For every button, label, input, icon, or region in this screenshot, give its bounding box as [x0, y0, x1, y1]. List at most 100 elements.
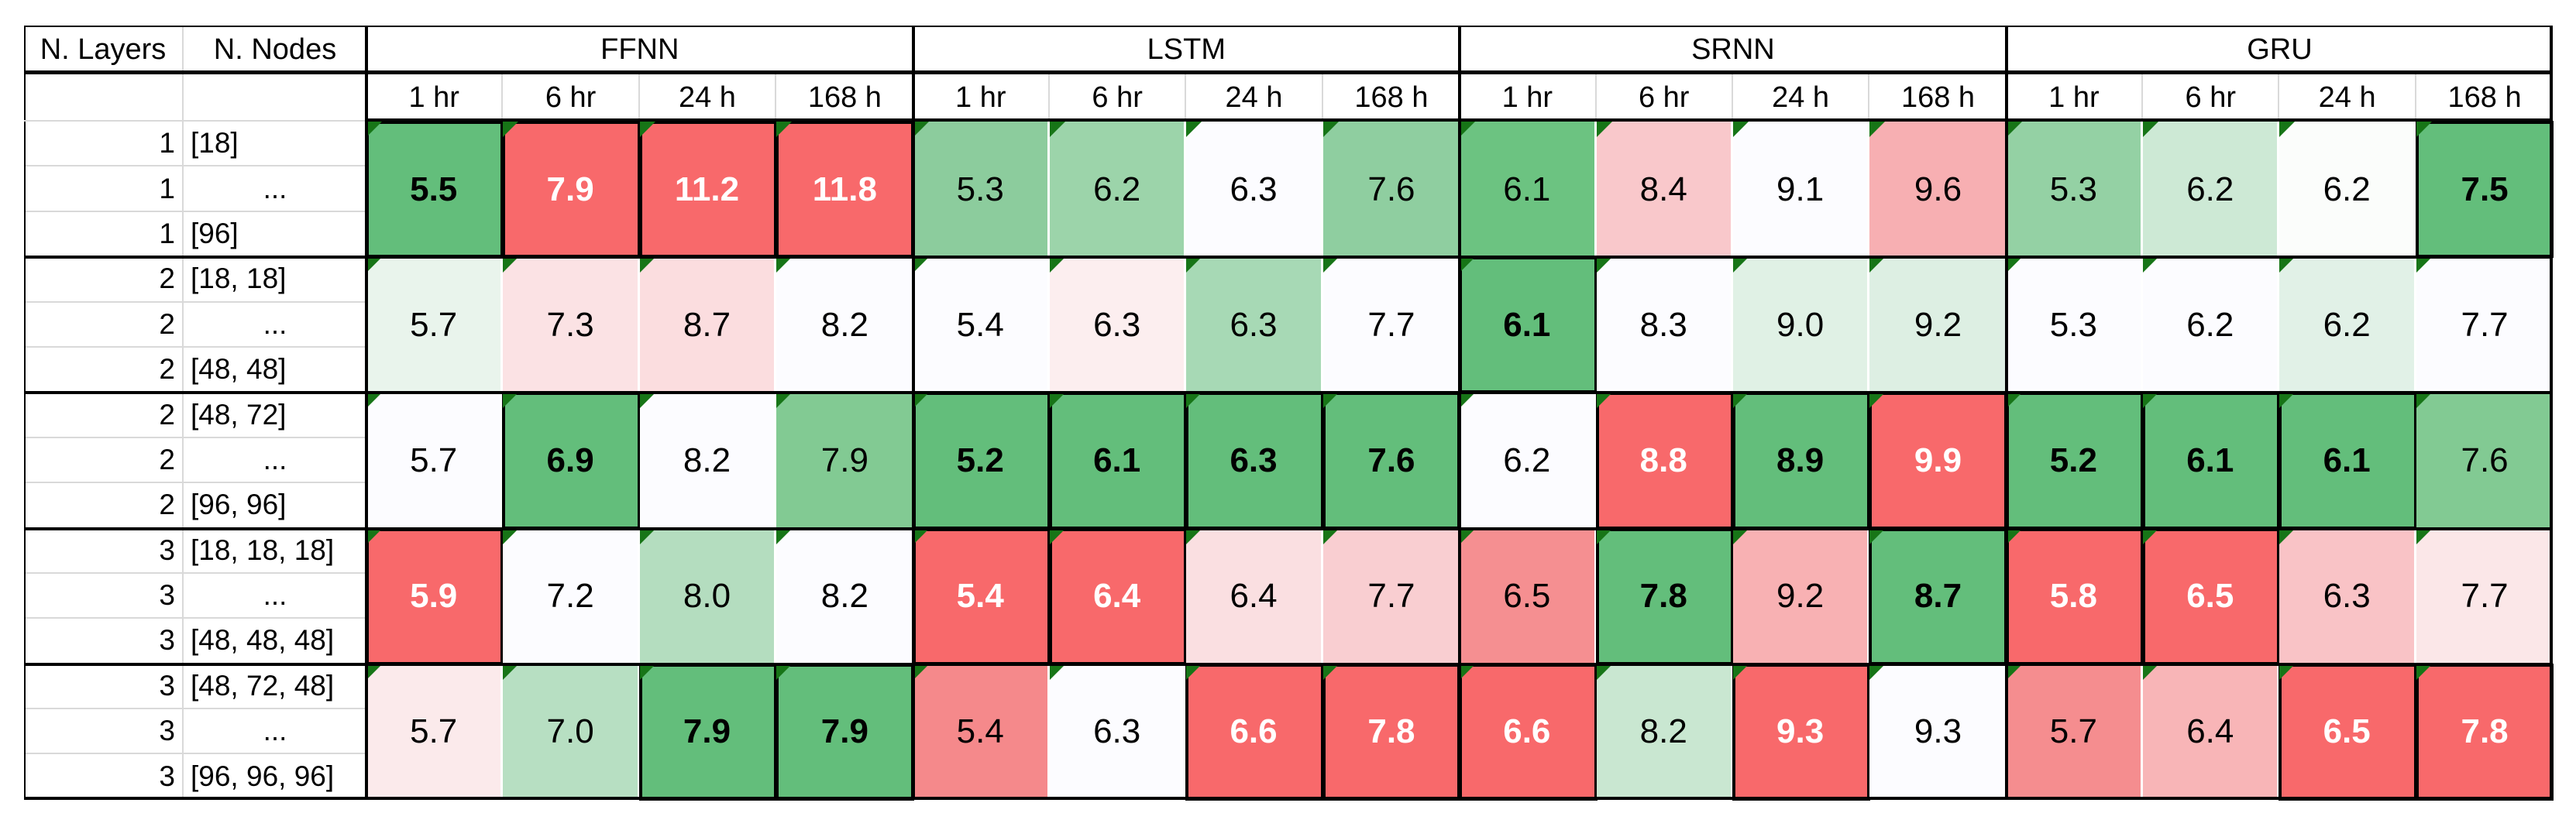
cell-value: 7.9: [820, 441, 868, 479]
row-label-n-layers: 1: [24, 122, 184, 167]
value-cell: 9.2: [1869, 257, 2007, 393]
cell-value: 6.2: [2323, 305, 2371, 344]
cell-value: 8.2: [1639, 712, 1687, 751]
value-cell: 7.8: [1322, 663, 1461, 801]
value-cell: 6.5: [2279, 663, 2417, 801]
flag-triangle-icon: [1596, 122, 1612, 137]
cell-value: 9.2: [1914, 305, 1962, 344]
cell-value: 6.5: [2323, 712, 2371, 751]
flag-triangle-icon: [503, 257, 519, 273]
row-label-n-nodes: [48, 72]: [184, 393, 366, 438]
row-label-n-nodes: ...: [184, 437, 366, 484]
value-cell: 6.3: [2279, 528, 2416, 664]
value-cell: 6.2: [2279, 122, 2416, 258]
cell-value: 6.1: [2186, 441, 2234, 479]
flag-triangle-icon: [1869, 257, 1886, 273]
value-cell: 5.3: [2006, 122, 2144, 258]
cell-value: 5.7: [2049, 712, 2097, 751]
flag-triangle-icon: [1049, 257, 1065, 273]
value-cell: 8.4: [1596, 122, 1733, 258]
flag-triangle-icon: [503, 528, 519, 544]
row-label-n-nodes: [48, 72, 48]: [184, 664, 366, 710]
horizon-header: 6 hr: [1049, 74, 1187, 122]
cell-value: 9.9: [1914, 441, 1962, 479]
row-label-n-layers: 3: [24, 664, 184, 710]
row-label-n-nodes: ...: [184, 302, 366, 348]
value-cell: 9.6: [1869, 122, 2007, 258]
cell-value: 8.2: [820, 577, 868, 616]
flag-triangle-icon: [913, 257, 929, 273]
flag-triangle-icon: [503, 664, 519, 680]
value-cell: 8.2: [776, 528, 913, 664]
flag-triangle-icon: [2279, 664, 2296, 680]
value-cell: 6.1: [1459, 256, 1598, 394]
cell-value: 6.2: [2186, 170, 2234, 208]
cell-value: 11.8: [812, 170, 877, 208]
cell-value: 5.7: [410, 441, 458, 479]
flag-triangle-icon: [1460, 257, 1476, 273]
value-cell: 7.8: [1595, 527, 1734, 665]
value-cell: 5.7: [366, 257, 504, 393]
cell-value: 6.1: [1503, 305, 1551, 344]
flag-triangle-icon: [913, 528, 929, 544]
row-label-n-nodes: [18, 18, 18]: [184, 528, 366, 574]
flag-triangle-icon: [776, 257, 793, 273]
flag-triangle-icon: [2416, 528, 2432, 544]
value-cell: 7.7: [2416, 528, 2554, 664]
grid-line-horizontal: [365, 118, 2553, 122]
value-cell: 5.4: [912, 527, 1051, 665]
flag-triangle-icon: [2279, 257, 2296, 273]
flag-triangle-icon: [366, 257, 382, 273]
flag-triangle-icon: [639, 257, 655, 273]
cell-value: 7.8: [1639, 577, 1687, 616]
flag-triangle-icon: [1186, 528, 1202, 544]
horizon-header: 1 hr: [1460, 74, 1597, 122]
horizon-header: 6 hr: [503, 74, 640, 122]
value-cell: 7.6: [2416, 393, 2554, 529]
cell-value: 9.2: [1776, 577, 1825, 616]
value-cell: 9.0: [1732, 257, 1870, 393]
cell-value: 5.7: [410, 712, 458, 751]
flag-triangle-icon: [1460, 122, 1476, 137]
results-table: N. Layers N. Nodes FFNN LSTM SRNN GRU 1 hr 6 hr…: [24, 26, 2554, 801]
cell-value: 7.8: [2461, 712, 2509, 751]
value-cell: 8.3: [1596, 257, 1733, 393]
value-cell: 8.0: [639, 528, 777, 664]
cell-value: 7.7: [1367, 577, 1415, 616]
horizon-header: 1 hr: [366, 74, 504, 122]
value-cell: 5.7: [2006, 664, 2144, 800]
column-header-n-layers: N. Layers: [24, 26, 184, 74]
cell-value: 6.9: [546, 441, 594, 479]
value-cell: 6.3: [1186, 257, 1323, 393]
cell-value: 7.7: [1367, 305, 1415, 344]
cell-value: 6.6: [1230, 712, 1278, 751]
row-label-n-nodes: ...: [184, 166, 366, 212]
row-label-n-layers: 3: [24, 754, 184, 800]
flag-triangle-icon: [1596, 393, 1612, 409]
value-cell: 6.5: [2142, 527, 2281, 665]
flag-triangle-icon: [776, 393, 793, 409]
row-label-n-layers: 2: [24, 257, 184, 303]
cell-value: 11.2: [674, 170, 740, 208]
value-cell: 6.3: [1049, 664, 1187, 800]
flag-triangle-icon: [1322, 122, 1339, 137]
flag-triangle-icon: [2416, 122, 2432, 137]
flag-triangle-icon: [2006, 528, 2022, 544]
cell-value: 6.3: [1230, 305, 1278, 344]
cell-value: 6.4: [1093, 577, 1141, 616]
flag-triangle-icon: [1186, 122, 1202, 137]
flag-triangle-icon: [2279, 122, 2296, 137]
flag-triangle-icon: [776, 122, 793, 137]
cell-value: 8.8: [1639, 441, 1687, 479]
cell-value: 9.0: [1776, 305, 1825, 344]
horizon-header: 168 h: [1322, 74, 1460, 122]
value-cell: 7.8: [2415, 663, 2554, 801]
flag-triangle-icon: [1460, 528, 1476, 544]
value-cell: 6.1: [1460, 122, 1597, 258]
cell-value: 9.1: [1776, 170, 1825, 208]
value-cell: 6.2: [2143, 122, 2280, 258]
value-cell: 6.1: [2279, 392, 2417, 530]
flag-triangle-icon: [639, 393, 655, 409]
flag-triangle-icon: [1732, 528, 1749, 544]
